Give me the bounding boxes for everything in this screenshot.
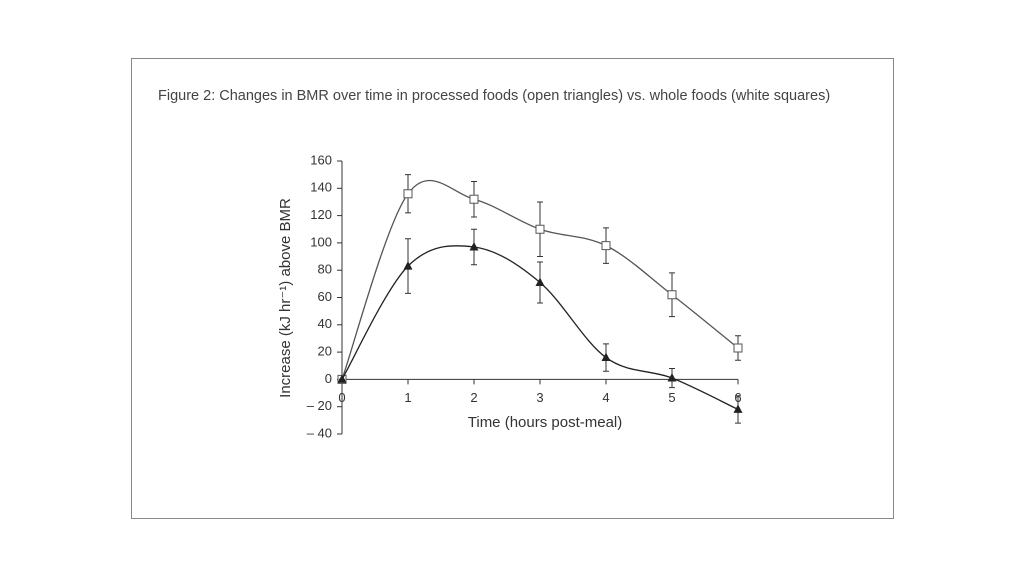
y-tick-label: 0 [325,371,332,386]
x-tick-label: 1 [404,390,411,405]
caption-box: Figure 2: Changes in BMR over time in pr… [158,88,831,104]
triangle-marker [733,404,743,413]
square-marker [601,241,611,251]
triangle-marker [601,352,611,362]
square-marker [535,224,545,234]
y-tick-label: 60 [318,289,332,304]
square-marker [469,194,479,204]
y-tick-label: 140 [310,180,332,195]
triangle-marker [667,373,677,382]
figure-frame [131,58,894,519]
square-marker [403,189,413,199]
y-tick-label: 80 [318,262,332,277]
y-tick-label: 160 [310,152,332,167]
y-tick-label: – 40 [307,425,332,440]
x-tick-label: 5 [668,390,675,405]
triangle-marker [337,374,347,383]
y-axis-label: Increase (kJ hr⁻¹) above BMR [277,198,294,398]
x-tick-label: 4 [602,390,609,405]
triangle-marker [535,277,545,286]
y-tick-label: 100 [310,234,332,249]
x-tick-label: 2 [470,390,477,405]
y-tick-label: – 20 [307,398,332,413]
square-marker [733,343,743,353]
triangle-marker [469,241,479,251]
x-tick-label: 0 [338,390,345,405]
y-tick-label: 120 [310,207,332,222]
y-tick-label: 20 [318,344,332,359]
square-marker [667,290,677,300]
caption: Figure 2: Changes in BMR over time in pr… [158,88,831,104]
y-tick-label: 40 [318,316,332,331]
x-tick-label: 3 [536,390,543,405]
x-axis-label: Time (hours post-meal) [468,414,622,431]
triangle-marker [403,261,413,270]
